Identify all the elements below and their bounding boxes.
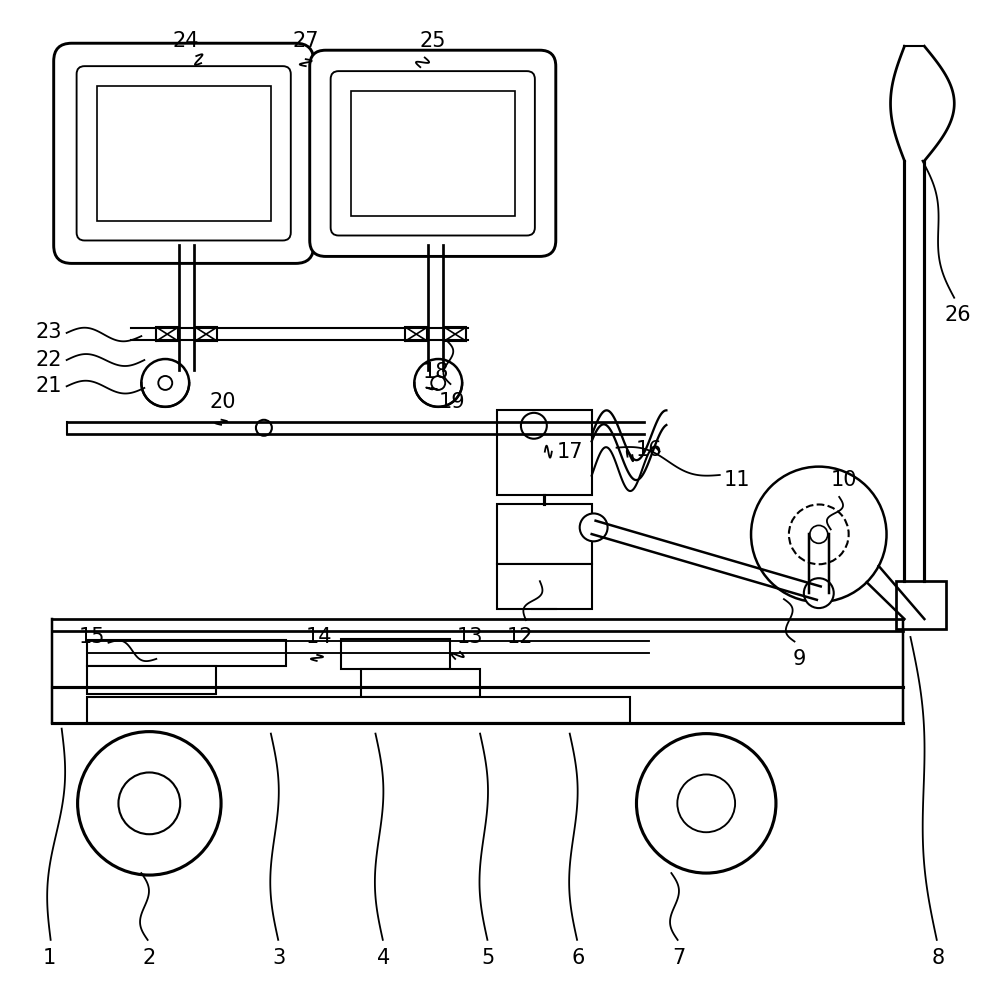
Bar bbox=[444, 327, 466, 341]
Text: 5: 5 bbox=[481, 948, 495, 968]
Bar bbox=[341, 639, 450, 669]
Text: 9: 9 bbox=[792, 649, 806, 669]
Bar bbox=[87, 640, 286, 666]
Text: 11: 11 bbox=[724, 470, 750, 490]
Bar bbox=[361, 669, 480, 696]
Circle shape bbox=[521, 413, 547, 439]
Bar bbox=[497, 504, 592, 564]
Text: 4: 4 bbox=[377, 948, 390, 968]
Bar bbox=[405, 327, 427, 341]
Text: 16: 16 bbox=[636, 440, 663, 460]
Circle shape bbox=[158, 376, 172, 390]
Circle shape bbox=[580, 513, 608, 541]
Text: 6: 6 bbox=[571, 948, 584, 968]
Text: 26: 26 bbox=[945, 306, 972, 326]
Text: 21: 21 bbox=[35, 376, 62, 396]
Text: 27: 27 bbox=[292, 31, 319, 51]
Text: 3: 3 bbox=[272, 948, 285, 968]
Circle shape bbox=[789, 504, 849, 564]
Bar bbox=[156, 327, 178, 341]
FancyBboxPatch shape bbox=[77, 66, 291, 241]
Circle shape bbox=[810, 525, 828, 543]
Text: 10: 10 bbox=[830, 470, 857, 490]
Circle shape bbox=[141, 359, 189, 407]
Circle shape bbox=[414, 359, 462, 407]
Text: 17: 17 bbox=[556, 442, 583, 462]
Circle shape bbox=[78, 731, 221, 875]
FancyBboxPatch shape bbox=[54, 43, 314, 264]
Circle shape bbox=[431, 376, 445, 390]
Text: 19: 19 bbox=[439, 392, 465, 412]
Bar bbox=[87, 696, 630, 722]
FancyBboxPatch shape bbox=[331, 71, 535, 236]
Text: 2: 2 bbox=[143, 948, 156, 968]
Text: 20: 20 bbox=[210, 392, 236, 412]
Bar bbox=[896, 581, 946, 629]
Text: 22: 22 bbox=[35, 350, 62, 370]
Text: 14: 14 bbox=[305, 627, 332, 647]
Circle shape bbox=[804, 578, 834, 608]
Text: 7: 7 bbox=[673, 948, 686, 968]
FancyBboxPatch shape bbox=[310, 50, 556, 257]
Bar bbox=[97, 86, 271, 221]
Text: 13: 13 bbox=[457, 627, 483, 647]
Circle shape bbox=[256, 420, 272, 436]
Text: 25: 25 bbox=[419, 31, 446, 51]
Text: 8: 8 bbox=[932, 948, 945, 968]
Text: 12: 12 bbox=[507, 627, 533, 647]
Bar bbox=[87, 666, 216, 693]
Bar bbox=[195, 327, 217, 341]
Bar bbox=[497, 410, 592, 495]
Bar bbox=[351, 91, 515, 216]
Text: 15: 15 bbox=[78, 627, 105, 647]
Bar bbox=[497, 564, 592, 609]
Circle shape bbox=[118, 772, 180, 834]
Circle shape bbox=[636, 733, 776, 873]
Text: 24: 24 bbox=[173, 31, 199, 51]
Text: 23: 23 bbox=[35, 322, 62, 342]
Circle shape bbox=[751, 467, 887, 602]
Circle shape bbox=[677, 774, 735, 832]
Text: 18: 18 bbox=[423, 362, 449, 382]
Text: 1: 1 bbox=[43, 948, 56, 968]
